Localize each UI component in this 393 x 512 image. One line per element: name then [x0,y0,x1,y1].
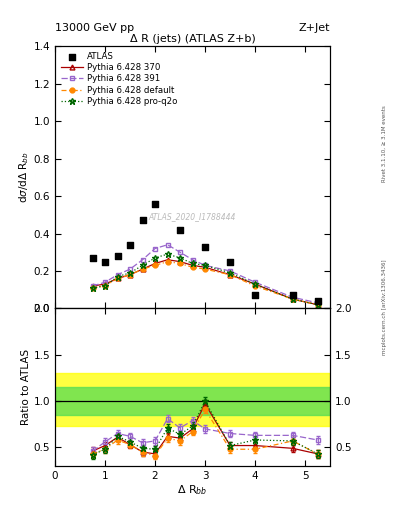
Line: Pythia 6.428 pro-q2o: Pythia 6.428 pro-q2o [90,251,321,308]
Title: Δ R (jets) (ATLAS Z+b): Δ R (jets) (ATLAS Z+b) [130,34,255,44]
ATLAS [290,291,296,300]
Text: ATLAS_2020_I1788444: ATLAS_2020_I1788444 [149,212,236,221]
Pythia 6.428 370 [190,262,195,268]
Pythia 6.428 pro-q2o [178,255,182,261]
Pythia 6.428 pro-q2o [315,302,320,308]
Pythia 6.428 370 [115,275,120,282]
Line: Pythia 6.428 default: Pythia 6.428 default [90,259,320,307]
Pythia 6.428 default [153,262,158,268]
Pythia 6.428 370 [315,302,320,308]
Pythia 6.428 pro-q2o [290,296,295,302]
Pythia 6.428 391 [128,266,132,272]
ATLAS [89,254,95,262]
Pythia 6.428 default [253,283,257,289]
ATLAS [127,241,133,249]
Pythia 6.428 pro-q2o [190,261,195,267]
Pythia 6.428 370 [90,283,95,289]
Pythia 6.428 default [228,272,232,278]
Pythia 6.428 pro-q2o [253,281,257,287]
Bar [55,387,330,415]
Pythia 6.428 pro-q2o [90,285,95,291]
Pythia 6.428 default [190,264,195,270]
Pythia 6.428 pro-q2o [140,262,145,268]
Pythia 6.428 391 [190,257,195,263]
Pythia 6.428 pro-q2o [128,270,132,276]
Pythia 6.428 default [165,259,170,265]
Pythia 6.428 391 [165,242,170,248]
Pythia 6.428 391 [290,294,295,301]
Pythia 6.428 370 [165,257,170,263]
X-axis label: $\Delta$ R$_{bb}$: $\Delta$ R$_{bb}$ [177,483,208,497]
Text: mcplots.cern.ch [arXiv:1306.3436]: mcplots.cern.ch [arXiv:1306.3436] [382,260,387,355]
Pythia 6.428 391 [153,245,158,251]
Pythia 6.428 370 [178,259,182,265]
Pythia 6.428 default [103,283,107,289]
Pythia 6.428 370 [103,281,107,287]
Pythia 6.428 391 [203,262,208,268]
Pythia 6.428 370 [290,296,295,302]
Pythia 6.428 391 [178,249,182,255]
ATLAS [314,297,321,305]
Pythia 6.428 default [203,266,208,272]
Pythia 6.428 default [315,302,320,308]
ATLAS [227,258,233,266]
Pythia 6.428 391 [90,283,95,289]
Text: 13000 GeV pp: 13000 GeV pp [55,23,134,33]
ATLAS [102,258,108,266]
Pythia 6.428 370 [128,272,132,278]
Pythia 6.428 391 [103,279,107,285]
Text: Z+Jet: Z+Jet [299,23,330,33]
Text: Rivet 3.1.10, ≥ 3.1M events: Rivet 3.1.10, ≥ 3.1M events [382,105,387,182]
Pythia 6.428 default [140,266,145,272]
Line: Pythia 6.428 391: Pythia 6.428 391 [90,242,320,305]
Pythia 6.428 391 [228,268,232,274]
Pythia 6.428 default [90,285,95,291]
Pythia 6.428 391 [140,257,145,263]
Pythia 6.428 pro-q2o [203,262,208,268]
Pythia 6.428 pro-q2o [165,251,170,257]
Y-axis label: Ratio to ATLAS: Ratio to ATLAS [21,349,31,425]
Pythia 6.428 370 [140,266,145,272]
ATLAS [177,226,183,234]
Pythia 6.428 370 [153,261,158,267]
Pythia 6.428 default [115,275,120,282]
Pythia 6.428 370 [253,281,257,287]
Y-axis label: d$\sigma$/d$\Delta$ R$_{bb}$: d$\sigma$/d$\Delta$ R$_{bb}$ [17,152,31,203]
ATLAS [114,252,121,260]
ATLAS [202,243,208,251]
Pythia 6.428 default [128,272,132,278]
Bar [55,373,330,426]
Pythia 6.428 pro-q2o [153,255,158,261]
Pythia 6.428 pro-q2o [103,283,107,289]
Pythia 6.428 370 [228,272,232,278]
ATLAS [252,291,258,300]
Pythia 6.428 pro-q2o [115,273,120,280]
ATLAS [152,199,158,208]
Pythia 6.428 default [290,296,295,302]
ATLAS [140,216,146,224]
Pythia 6.428 default [178,261,182,267]
Legend: ATLAS, Pythia 6.428 370, Pythia 6.428 391, Pythia 6.428 default, Pythia 6.428 pr: ATLAS, Pythia 6.428 370, Pythia 6.428 39… [59,50,179,108]
Pythia 6.428 391 [253,279,257,285]
Pythia 6.428 391 [115,272,120,278]
Line: Pythia 6.428 370: Pythia 6.428 370 [90,258,320,307]
Pythia 6.428 pro-q2o [228,270,232,276]
Pythia 6.428 391 [315,300,320,306]
Pythia 6.428 370 [203,264,208,270]
